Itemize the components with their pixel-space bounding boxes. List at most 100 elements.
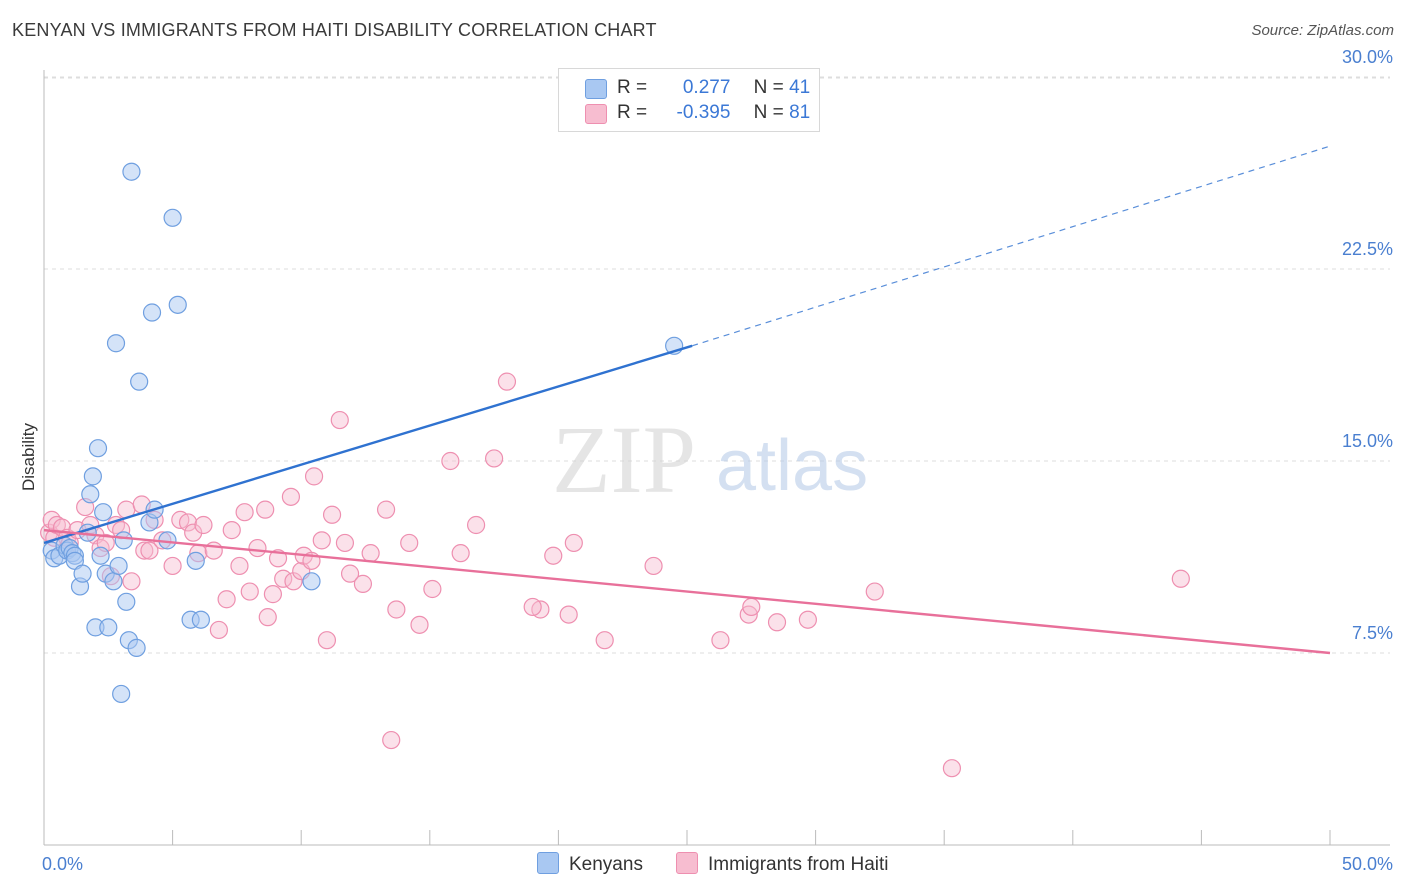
- kenyan-point: [104, 572, 123, 591]
- haiti-point: [544, 546, 563, 565]
- kenyan-point: [112, 684, 131, 704]
- kenyan-point: [168, 295, 187, 314]
- legend-n-value: 41: [789, 77, 811, 98]
- haiti-point: [47, 515, 66, 535]
- chart-source: Source: ZipAtlas.com: [1251, 22, 1394, 39]
- axes: [43, 70, 1390, 846]
- kenyan-point: [109, 556, 128, 576]
- haiti-point: [258, 608, 277, 627]
- haiti-point: [798, 610, 817, 629]
- haiti-point: [466, 515, 486, 535]
- haiti-point: [564, 533, 583, 553]
- haiti-point: [451, 544, 470, 563]
- haiti-point: [942, 759, 962, 778]
- haiti-swatch: [585, 104, 607, 124]
- haiti-legend-label: Immigrants from Haiti: [708, 854, 889, 875]
- haiti-point: [248, 538, 267, 558]
- haiti-point: [322, 505, 342, 524]
- haiti-point: [497, 372, 517, 391]
- haiti-point: [400, 533, 419, 553]
- kenyan-point: [114, 531, 133, 550]
- y-tick-label: 22.5%: [1342, 239, 1393, 259]
- correlation-legend: R = 0.277 N = 41 R = -0.395 N = 81: [558, 68, 820, 132]
- haiti-trend-line: [43, 528, 1331, 655]
- haiti-point: [711, 631, 730, 650]
- kenyan-point: [83, 467, 102, 486]
- haiti-point: [263, 585, 283, 604]
- haiti-point: [523, 597, 542, 617]
- kenyan-point: [302, 572, 321, 591]
- haiti-point: [595, 631, 614, 650]
- kenyan-point: [106, 334, 126, 353]
- kenyan-points: [42, 162, 684, 704]
- bottom-legend-kenyans: Kenyans: [537, 852, 643, 876]
- haiti-point: [312, 531, 331, 550]
- haiti-point: [340, 564, 360, 583]
- haiti-point: [217, 590, 236, 609]
- haiti-point: [865, 582, 884, 601]
- kenyans-legend-label: Kenyans: [569, 854, 643, 875]
- kenyan-point: [88, 439, 108, 458]
- haiti-point: [222, 521, 241, 540]
- haiti-point: [376, 500, 396, 519]
- haiti-point: [387, 600, 406, 619]
- haiti-point: [281, 487, 301, 506]
- haiti-point: [230, 556, 249, 576]
- kenyan-point: [73, 564, 92, 583]
- kenyan-point: [127, 638, 146, 657]
- y-axis-label: Disability: [19, 422, 38, 491]
- x-tick-label: 0.0%: [42, 854, 83, 874]
- haiti-point: [122, 572, 141, 591]
- haiti-point: [382, 730, 401, 750]
- haiti-point: [317, 631, 337, 650]
- haiti-point: [485, 449, 504, 468]
- legend-r-label: R =: [617, 77, 648, 98]
- legend-r-label: R =: [617, 102, 648, 123]
- haiti-point: [284, 572, 303, 591]
- haiti-point: [209, 620, 228, 640]
- legend-r-value: -0.395: [676, 102, 731, 123]
- tick-labels: 7.5% 15.0% 22.5% 30.0% 0.0% 50.0%: [42, 47, 1393, 874]
- x-tick-label: 50.0%: [1342, 854, 1393, 874]
- haiti-point: [140, 541, 159, 560]
- haiti-legend-swatch: [676, 852, 698, 874]
- haiti-points: [40, 372, 1190, 778]
- y-tick-label: 15.0%: [1342, 431, 1393, 451]
- kenyan-point: [91, 546, 110, 565]
- kenyan-point: [94, 503, 113, 522]
- haiti-point: [410, 615, 429, 634]
- kenyan-point: [130, 372, 149, 391]
- haiti-point: [184, 523, 203, 542]
- haiti-point: [767, 613, 787, 632]
- haiti-point: [441, 451, 460, 471]
- watermark-atlas: atlas: [716, 426, 868, 506]
- chart-title: KENYAN VS IMMIGRANTS FROM HAITI DISABILI…: [12, 20, 657, 40]
- y-tick-label: 7.5%: [1352, 623, 1393, 643]
- haiti-point: [163, 556, 182, 576]
- haiti-point: [335, 533, 355, 553]
- legend-n-label: N =: [753, 102, 784, 123]
- kenyan-point: [99, 618, 118, 637]
- haiti-point: [178, 513, 198, 532]
- bottom-legend-haiti: Immigrants from Haiti: [676, 852, 889, 876]
- kenyan-point: [117, 592, 136, 611]
- haiti-point: [274, 569, 293, 588]
- haiti-point: [194, 515, 213, 535]
- haiti-point: [742, 597, 761, 617]
- kenyans-legend-swatch: [537, 852, 559, 874]
- legend-n-label: N =: [753, 77, 784, 98]
- kenyans-trend-line: [43, 344, 693, 545]
- kenyan-point: [186, 551, 205, 570]
- haiti-point: [644, 556, 663, 576]
- trend-lines: [43, 145, 1331, 655]
- haiti-point: [256, 500, 275, 519]
- kenyan-point: [142, 303, 162, 322]
- kenyan-point: [122, 162, 141, 181]
- haiti-point: [361, 544, 380, 563]
- kenyans-trend-extension: [691, 145, 1331, 347]
- haiti-point: [353, 574, 373, 593]
- haiti-point: [559, 605, 578, 624]
- watermark: ZIP atlas: [552, 406, 868, 513]
- haiti-point: [240, 582, 259, 601]
